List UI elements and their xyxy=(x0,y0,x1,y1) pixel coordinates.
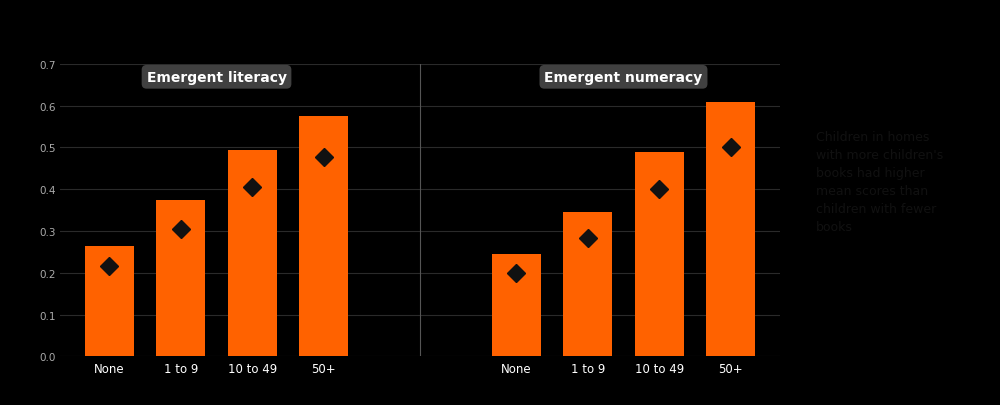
Bar xyxy=(228,150,277,356)
Bar xyxy=(156,200,205,356)
Text: Emergent numeracy: Emergent numeracy xyxy=(544,70,703,85)
Text: Emergent literacy: Emergent literacy xyxy=(147,70,287,85)
Bar xyxy=(299,117,348,356)
Text: Children in homes
with more children's
books had higher
mean scores than
childre: Children in homes with more children's b… xyxy=(816,131,943,234)
Bar xyxy=(85,246,134,356)
Bar xyxy=(492,254,541,356)
Bar xyxy=(635,152,684,356)
Bar xyxy=(706,102,755,356)
Bar xyxy=(563,213,612,356)
